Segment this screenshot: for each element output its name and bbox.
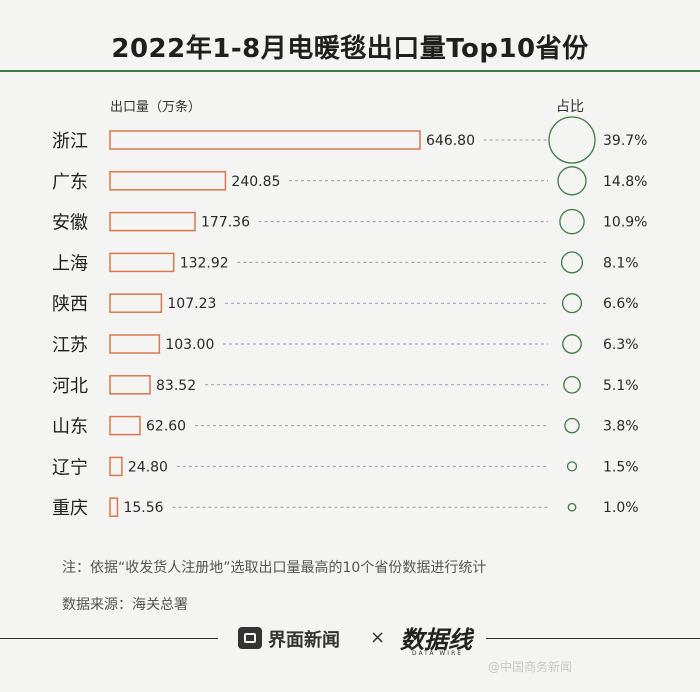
value-label: 83.52: [156, 378, 196, 394]
value-label: 15.56: [123, 500, 163, 516]
share-label: 1.0%: [603, 500, 639, 516]
province-label: 重庆: [52, 498, 88, 519]
bar: [109, 456, 123, 477]
brand-datawire: 数据线: [400, 626, 472, 654]
province-label: 安徽: [52, 213, 88, 234]
footer-divider-right: [486, 638, 700, 639]
share-label: 1.5%: [603, 459, 639, 475]
title-divider: [0, 70, 700, 72]
chart-title: 2022年1-8月电暖毯出口量Top10省份: [111, 34, 589, 64]
share-label: 14.8%: [603, 174, 647, 190]
share-label: 6.6%: [603, 296, 639, 312]
share-circle: [566, 461, 578, 472]
share-label: 39.7%: [603, 133, 647, 149]
bar: [109, 130, 421, 150]
value-label: 240.85: [231, 174, 280, 190]
unit-label: 出口量（万条）: [110, 100, 202, 115]
share-circle: [559, 208, 585, 235]
value-label: 132.92: [180, 255, 229, 271]
bar: [109, 497, 119, 517]
value-label: 24.80: [128, 459, 168, 475]
share-circle: [562, 334, 582, 354]
province-label: 广东: [52, 172, 88, 193]
value-label: 103.00: [165, 337, 214, 353]
value-label: 62.60: [146, 419, 186, 435]
brand-jiemian: 界面新闻: [268, 630, 340, 651]
bar: [109, 211, 196, 232]
share-circle: [563, 375, 581, 394]
bar: [109, 293, 163, 313]
province-label: 辽宁: [52, 457, 88, 478]
province-label: 浙江: [52, 131, 88, 152]
jiemian-logo-icon: [238, 627, 262, 649]
share-label: 8.1%: [603, 255, 639, 271]
province-label: 江苏: [52, 335, 88, 356]
share-circle: [564, 417, 580, 434]
share-label: 6.3%: [603, 337, 639, 353]
value-label: 646.80: [426, 133, 475, 149]
share-label: 3.8%: [603, 419, 639, 435]
province-label: 山东: [52, 417, 88, 438]
bar: [109, 415, 141, 436]
share-circle: [567, 502, 577, 512]
province-label: 陕西: [52, 294, 88, 315]
data-source: 数据来源：海关总署: [62, 597, 188, 613]
footer: 界面新闻 × 数据线 DATA WIRE: [0, 620, 700, 660]
footnote: 注：依据“收发货人注册地”选取出口量最高的10个省份数据进行统计: [62, 560, 487, 576]
share-circle: [548, 116, 596, 164]
bar: [109, 375, 151, 395]
footer-divider-left: [0, 638, 218, 639]
share-label: 10.9%: [603, 215, 647, 231]
province-label: 上海: [52, 253, 88, 274]
value-label: 107.23: [167, 296, 216, 312]
province-label: 河北: [52, 376, 88, 397]
value-label: 177.36: [201, 215, 250, 231]
share-circle: [557, 166, 587, 196]
share-circle: [560, 251, 584, 274]
share-label: 5.1%: [603, 378, 639, 394]
share-circle: [561, 293, 583, 314]
bar: [109, 334, 161, 354]
brand-separator: ×: [370, 627, 386, 648]
watermark: @中国商务新闻: [488, 660, 573, 674]
bar: [109, 252, 175, 273]
bar: [109, 171, 227, 191]
brand-datawire-sub: DATA WIRE: [412, 650, 464, 657]
share-label: 占比: [556, 99, 584, 115]
